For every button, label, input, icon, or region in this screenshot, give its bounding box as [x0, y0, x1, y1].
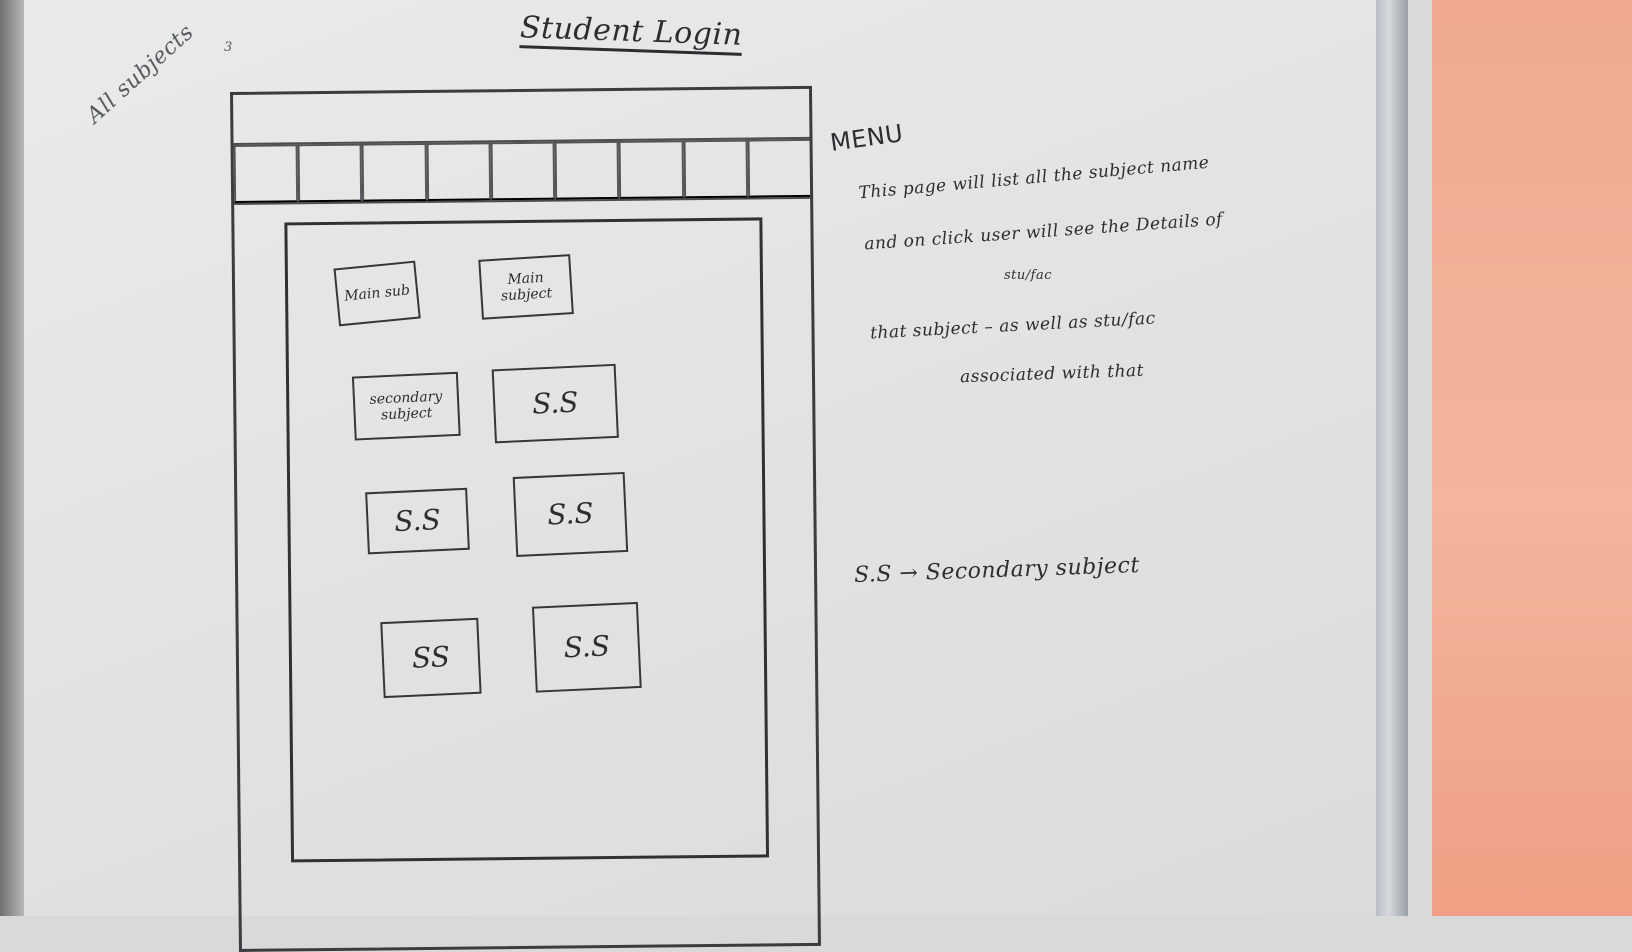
- secondary-subject-tile-ss-2[interactable]: S.S: [365, 487, 470, 555]
- main-subject-tile-1[interactable]: Main sub: [333, 260, 421, 327]
- whiteboard: [24, 0, 1400, 916]
- subject-list-panel: Main sub Main subject secondary subject …: [284, 217, 770, 863]
- menu-item-6[interactable]: [554, 140, 620, 200]
- wall-background: [1432, 0, 1632, 916]
- menu-item-2[interactable]: [297, 143, 363, 203]
- wireframe-screen: Main sub Main subject secondary subject …: [230, 85, 821, 952]
- menu-item-3[interactable]: [361, 142, 427, 202]
- menu-item-5[interactable]: [490, 141, 556, 201]
- board-frame-right: [1376, 0, 1408, 916]
- menu-item-8[interactable]: [683, 139, 748, 199]
- secondary-subject-tile-ss-1[interactable]: S.S: [491, 363, 619, 444]
- margin-note-extra: 3: [224, 40, 233, 55]
- menu-item-7[interactable]: [618, 140, 684, 199]
- main-subject-tile-2[interactable]: Main subject: [478, 254, 574, 320]
- secondary-subject-tile-ss-4[interactable]: SS: [380, 617, 482, 699]
- menu-item-9[interactable]: [747, 138, 811, 198]
- menu-item-1[interactable]: [233, 144, 299, 203]
- secondary-subject-tile-ss-3[interactable]: S.S: [512, 471, 629, 557]
- secondary-subject-tile-ss-5[interactable]: S.S: [531, 601, 642, 693]
- description-insert: stu/fac: [1004, 268, 1052, 283]
- menu-bar: [233, 136, 811, 205]
- menu-item-4[interactable]: [426, 142, 492, 201]
- secondary-subject-tile[interactable]: secondary subject: [351, 371, 461, 441]
